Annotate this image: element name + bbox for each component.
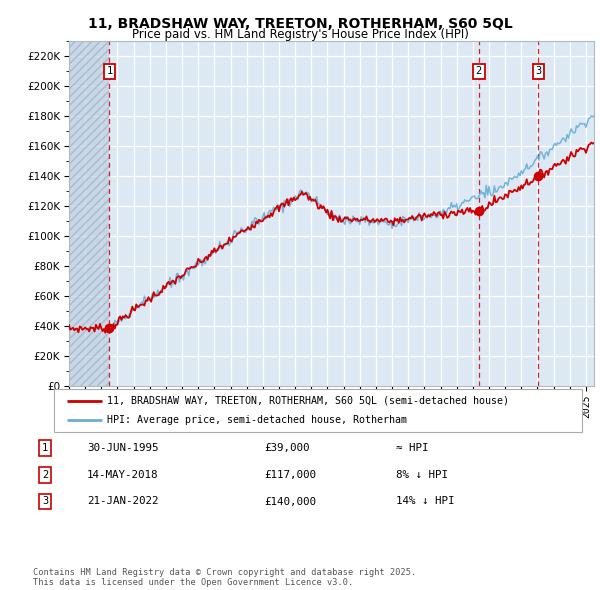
Text: £140,000: £140,000 [264,497,316,506]
Text: 2: 2 [42,470,48,480]
Text: 14% ↓ HPI: 14% ↓ HPI [396,497,455,506]
Text: Price paid vs. HM Land Registry's House Price Index (HPI): Price paid vs. HM Land Registry's House … [131,28,469,41]
Text: ≈ HPI: ≈ HPI [396,444,428,453]
Text: 1: 1 [106,66,113,76]
Text: 2: 2 [476,66,482,76]
Text: 8% ↓ HPI: 8% ↓ HPI [396,470,448,480]
Bar [69,41,109,386]
Text: 11, BRADSHAW WAY, TREETON, ROTHERHAM, S60 5QL: 11, BRADSHAW WAY, TREETON, ROTHERHAM, S6… [88,17,512,31]
Text: Contains HM Land Registry data © Crown copyright and database right 2025.
This d: Contains HM Land Registry data © Crown c… [33,568,416,587]
Text: 3: 3 [535,66,541,76]
FancyBboxPatch shape [54,389,582,432]
Text: 3: 3 [42,497,48,506]
Text: 30-JUN-1995: 30-JUN-1995 [87,444,158,453]
Text: £39,000: £39,000 [264,444,310,453]
Text: 21-JAN-2022: 21-JAN-2022 [87,497,158,506]
Text: 14-MAY-2018: 14-MAY-2018 [87,470,158,480]
Text: £117,000: £117,000 [264,470,316,480]
Text: 1: 1 [42,444,48,453]
Text: 11, BRADSHAW WAY, TREETON, ROTHERHAM, S60 5QL (semi-detached house): 11, BRADSHAW WAY, TREETON, ROTHERHAM, S6… [107,396,509,406]
Text: HPI: Average price, semi-detached house, Rotherham: HPI: Average price, semi-detached house,… [107,415,407,425]
